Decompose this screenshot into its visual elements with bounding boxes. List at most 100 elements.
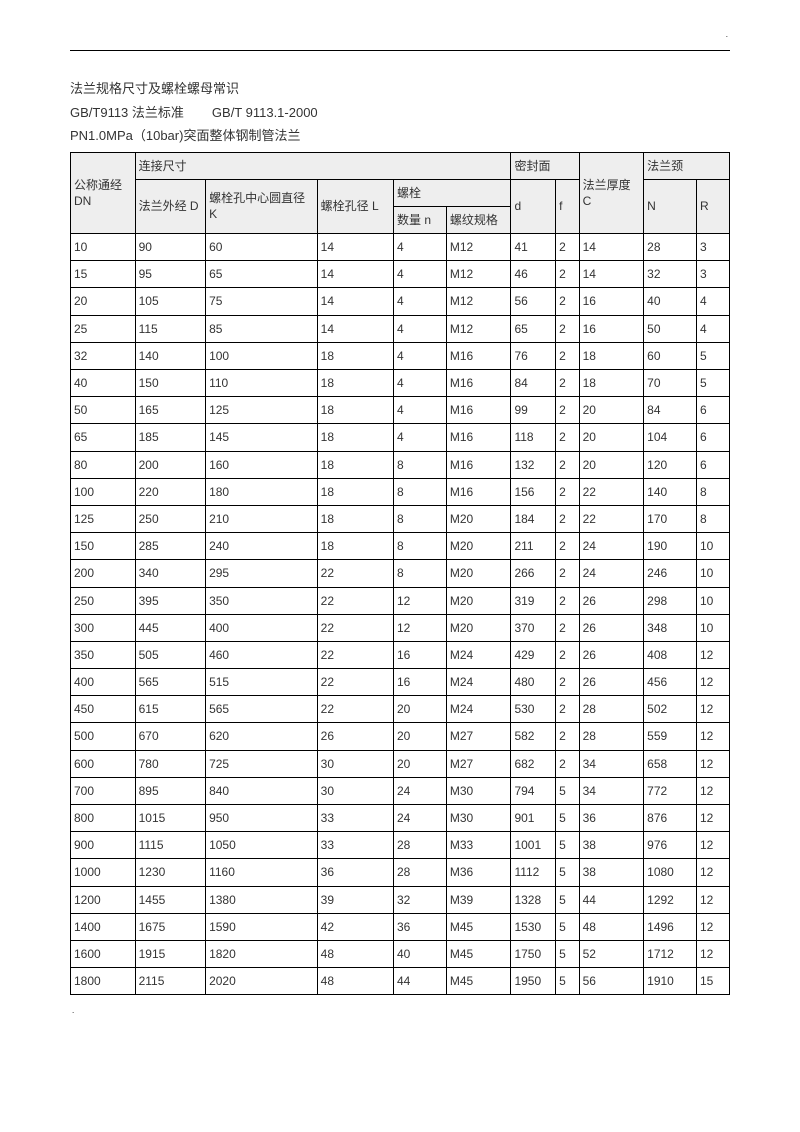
table-cell: 20: [579, 451, 644, 478]
table-row: 1000123011603628M361112538108012: [71, 859, 730, 886]
table-cell: M20: [446, 614, 511, 641]
table-cell: 90: [135, 234, 205, 261]
table-cell: 105: [135, 288, 205, 315]
table-row: 900111510503328M33100153897612: [71, 832, 730, 859]
table-cell: 2020: [206, 968, 318, 995]
table-cell: 8: [393, 560, 446, 587]
table-cell: 12: [697, 940, 730, 967]
th-small-d: d: [511, 179, 556, 233]
table-cell: 40: [393, 940, 446, 967]
table-row: 100220180188M161562221408: [71, 478, 730, 505]
table-cell: 185: [135, 424, 205, 451]
table-cell: 2: [556, 342, 580, 369]
table-cell: 24: [393, 805, 446, 832]
table-cell: 12: [697, 913, 730, 940]
table-cell: 65: [71, 424, 136, 451]
table-cell: 1400: [71, 913, 136, 940]
table-cell: 1115: [135, 832, 205, 859]
table-cell: 44: [579, 886, 644, 913]
table-cell: 5: [556, 832, 580, 859]
table-cell: 80: [71, 451, 136, 478]
table-row: 4506155652220M2453022850212: [71, 696, 730, 723]
table-cell: 1910: [644, 968, 697, 995]
table-cell: 38: [579, 832, 644, 859]
table-cell: 1530: [511, 913, 556, 940]
table-cell: M16: [446, 342, 511, 369]
table-cell: 615: [135, 696, 205, 723]
table-cell: 12: [697, 696, 730, 723]
table-cell: 900: [71, 832, 136, 859]
table-cell: M16: [446, 478, 511, 505]
table-cell: 8: [697, 478, 730, 505]
table-cell: 14: [579, 261, 644, 288]
table-cell: 22: [317, 560, 393, 587]
table-cell: 12: [697, 805, 730, 832]
table-cell: 450: [71, 696, 136, 723]
table-cell: 190: [644, 533, 697, 560]
table-cell: 56: [511, 288, 556, 315]
table-cell: 1455: [135, 886, 205, 913]
table-cell: 76: [511, 342, 556, 369]
table-cell: 40: [71, 370, 136, 397]
table-cell: 18: [317, 424, 393, 451]
table-cell: 140: [644, 478, 697, 505]
th-f: f: [556, 179, 580, 233]
table-cell: 10: [697, 587, 730, 614]
table-cell: 12: [697, 886, 730, 913]
table-cell: 26: [579, 669, 644, 696]
table-row: 150285240188M2021122419010: [71, 533, 730, 560]
table-row: 65185145184M161182201046: [71, 424, 730, 451]
table-cell: 4: [697, 315, 730, 342]
table-cell: 18: [579, 342, 644, 369]
table-cell: 2: [556, 424, 580, 451]
table-cell: 210: [206, 505, 318, 532]
table-cell: M45: [446, 913, 511, 940]
table-cell: 24: [579, 560, 644, 587]
table-cell: 34: [579, 777, 644, 804]
table-cell: 1380: [206, 886, 318, 913]
table-cell: M16: [446, 424, 511, 451]
table-cell: M27: [446, 750, 511, 777]
table-cell: 10: [697, 560, 730, 587]
table-cell: 266: [511, 560, 556, 587]
title-line-3: PN1.0MPa（10bar)突面整体钢制管法兰: [70, 126, 730, 146]
table-cell: 28: [579, 723, 644, 750]
table-cell: 20: [393, 696, 446, 723]
table-cell: M30: [446, 777, 511, 804]
table-cell: 12: [697, 777, 730, 804]
table-cell: 20: [71, 288, 136, 315]
table-cell: M12: [446, 234, 511, 261]
table-cell: 2: [556, 505, 580, 532]
table-row: 3505054602216M2442922640812: [71, 641, 730, 668]
table-cell: 1950: [511, 968, 556, 995]
table-cell: M39: [446, 886, 511, 913]
table-cell: 1080: [644, 859, 697, 886]
table-cell: 350: [71, 641, 136, 668]
table-cell: M24: [446, 669, 511, 696]
table-row: 109060144M1241214283: [71, 234, 730, 261]
table-cell: 41: [511, 234, 556, 261]
table-cell: 25: [71, 315, 136, 342]
table-cell: 6: [697, 424, 730, 451]
header-block: 法兰规格尺寸及螺栓螺母常识 GB/T9113 法兰标准GB/T 9113.1-2…: [70, 79, 730, 146]
table-cell: 565: [135, 669, 205, 696]
table-cell: M20: [446, 560, 511, 587]
table-cell: 26: [317, 723, 393, 750]
table-cell: 50: [71, 397, 136, 424]
table-cell: M30: [446, 805, 511, 832]
table-row: 2503953502212M2031922629810: [71, 587, 730, 614]
table-cell: 84: [511, 370, 556, 397]
table-body: 109060144M1241214283159565144M1246214323…: [71, 234, 730, 995]
table-cell: 15: [697, 968, 730, 995]
table-cell: 240: [206, 533, 318, 560]
table-cell: 2: [556, 397, 580, 424]
table-head: 公称通经 DN 连接尺寸 密封面 法兰厚度 C 法兰颈 法兰外经 D 螺栓孔中心…: [71, 152, 730, 234]
table-cell: 150: [71, 533, 136, 560]
table-cell: 5: [556, 886, 580, 913]
table-cell: M24: [446, 696, 511, 723]
table-cell: 2: [556, 723, 580, 750]
table-cell: 298: [644, 587, 697, 614]
table-row: 40150110184M1684218705: [71, 370, 730, 397]
table-cell: 200: [71, 560, 136, 587]
table-cell: 5: [556, 777, 580, 804]
